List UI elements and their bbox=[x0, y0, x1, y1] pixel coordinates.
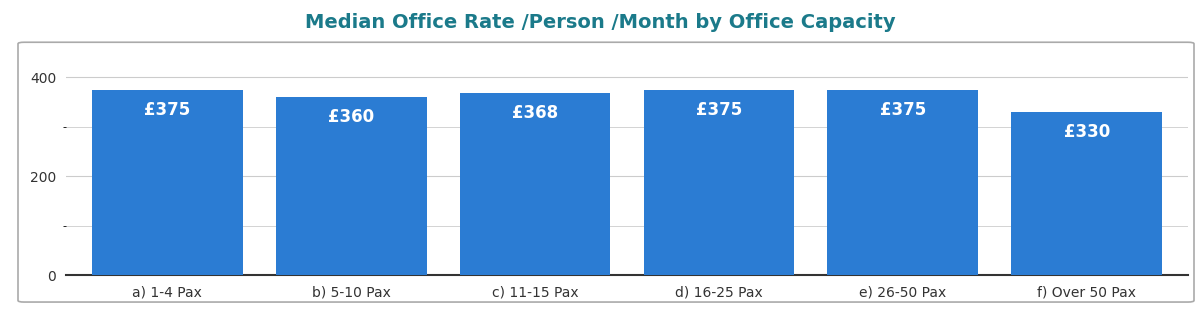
Text: Median Office Rate /Person /Month by Office Capacity: Median Office Rate /Person /Month by Off… bbox=[305, 13, 895, 32]
Text: £375: £375 bbox=[880, 101, 926, 119]
Bar bbox=[276, 97, 426, 275]
Text: £368: £368 bbox=[512, 104, 558, 122]
Text: £360: £360 bbox=[328, 108, 374, 126]
Text: £330: £330 bbox=[1063, 123, 1110, 141]
Bar bbox=[91, 90, 242, 275]
Text: £375: £375 bbox=[696, 101, 742, 119]
Bar bbox=[828, 90, 978, 275]
Bar bbox=[1012, 112, 1163, 275]
Bar bbox=[643, 90, 794, 275]
Bar bbox=[460, 93, 611, 275]
Text: £375: £375 bbox=[144, 101, 191, 119]
